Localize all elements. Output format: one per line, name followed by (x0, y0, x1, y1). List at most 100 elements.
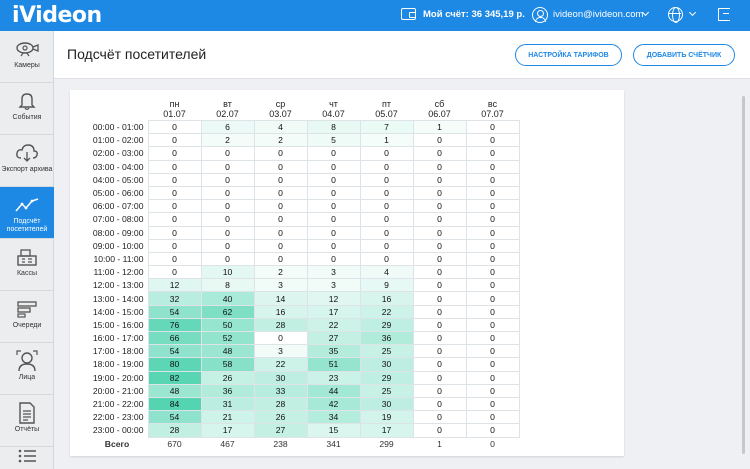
count-cell: 0 (465, 146, 520, 161)
count-cell: 17 (306, 304, 361, 319)
sidebar-item-label: Кассы (16, 270, 37, 277)
bell-icon (14, 91, 40, 111)
count-cell: 80 (147, 357, 202, 372)
count-cell: 0 (253, 185, 308, 201)
hour-range-label: 11:00 - 12:00 (93, 267, 144, 278)
ivideon-logo[interactable]: iVideon (12, 3, 102, 28)
table-row: 08:00 - 09:00 0 0 0 0 0 0 0 (86, 225, 520, 240)
count-cell: 0 (200, 225, 255, 240)
sidebar-item-label: Отчёты (14, 426, 40, 433)
day-header: пн 01.07 (148, 99, 201, 121)
count-cell: 30 (253, 370, 308, 385)
count-cell: 0 (412, 225, 467, 240)
count-cell: 0 (412, 251, 467, 267)
day-header: вс 07.07 (466, 99, 519, 121)
hour-range-label: 15:00 - 16:00 (92, 319, 144, 330)
count-cell: 0 (465, 344, 520, 359)
table-row: 06:00 - 07:00 0 0 0 0 0 0 0 (86, 199, 520, 214)
user-icon[interactable] (532, 7, 548, 23)
count-cell: 0 (306, 212, 361, 227)
hour-range-label: 13:00 - 14:00 (92, 293, 144, 304)
hour-range-label: 00:00 - 01:00 (92, 122, 144, 133)
globe-icon[interactable] (668, 7, 683, 23)
sidebar-item-cameras[interactable]: Камеры (0, 31, 54, 83)
count-cell: 34 (306, 410, 361, 425)
total-cell: 341 (326, 438, 341, 449)
count-cell: 0 (465, 133, 520, 148)
user-email[interactable]: ivideon@ivideon.com (553, 9, 644, 20)
count-cell: 0 (465, 357, 520, 372)
add-counter-button[interactable]: ДОБАВИТЬ СЧЁТЧИК (633, 44, 735, 66)
count-cell: 33 (253, 383, 308, 398)
chevron-down-icon[interactable] (688, 8, 697, 17)
day-header: вт 02.07 (201, 99, 254, 121)
table-row: 04:00 - 05:00 0 0 0 0 0 0 0 (86, 172, 520, 187)
sidebar-item-more[interactable] (0, 443, 54, 469)
sidebar-item-reports[interactable]: Отчёты (0, 395, 54, 447)
day-of-week: вт (223, 99, 232, 109)
count-cell: 0 (465, 119, 520, 135)
count-cell: 0 (412, 185, 467, 201)
count-cell: 0 (147, 251, 202, 267)
wallet-icon[interactable] (401, 8, 416, 20)
table-row: 11:00 - 12:00 0 10 2 3 4 0 0 (86, 265, 520, 280)
count-cell: 26 (200, 370, 255, 385)
count-cell: 0 (465, 185, 520, 201)
day-date: 06.07 (428, 109, 451, 119)
count-cell: 0 (412, 423, 467, 438)
table-row: 16:00 - 17:00 66 52 0 27 36 0 0 (86, 330, 520, 346)
day-date: 05.07 (375, 109, 398, 119)
count-cell: 25 (359, 383, 414, 398)
scrollbar[interactable] (742, 96, 745, 454)
sidebar-item-queues[interactable]: Очереди (0, 291, 54, 343)
table-header-row: пн 01.07 вт 02.07 ср 03.07 чт 04.07 пт 05.07 сб 06.… (86, 99, 519, 121)
count-cell: 62 (200, 304, 255, 319)
day-date: 03.07 (269, 109, 292, 119)
sidebar-item-faces[interactable]: Лица (0, 343, 54, 395)
count-cell: 4 (359, 265, 414, 280)
day-of-week: пн (169, 99, 180, 109)
count-cell: 44 (306, 383, 361, 398)
count-cell: 0 (200, 251, 255, 267)
count-cell: 30 (359, 357, 414, 372)
count-cell: 0 (412, 370, 467, 385)
hour-range-label: 08:00 - 09:00 (92, 227, 144, 238)
hour-range-label: 21:00 - 22:00 (92, 399, 144, 410)
tariff-settings-button[interactable]: НАСТРОЙКА ТАРИФОВ (515, 44, 622, 66)
account-balance[interactable]: Мой счёт: 36 345,19 р. (423, 9, 525, 20)
count-cell: 0 (253, 146, 308, 161)
hour-range-label: 09:00 - 10:00 (92, 240, 144, 251)
count-cell: 0 (147, 185, 202, 201)
count-cell: 58 (200, 357, 255, 372)
sidebar-item-cash-registers[interactable]: Кассы (0, 239, 54, 291)
count-cell: 3 (306, 265, 361, 280)
count-cell: 3 (306, 278, 361, 293)
count-cell: 0 (200, 185, 255, 201)
count-cell: 22 (359, 304, 414, 319)
sidebar-item-label: Лица (18, 374, 36, 381)
count-cell: 2 (253, 133, 308, 148)
count-cell: 0 (412, 278, 467, 293)
sidebar-item-events[interactable]: События (0, 83, 54, 135)
count-cell: 28 (253, 396, 308, 412)
table-row: 19:00 - 20:00 82 26 30 23 29 0 0 (86, 370, 520, 385)
day-header: чт 04.07 (307, 99, 360, 121)
count-cell: 0 (359, 212, 414, 227)
count-cell: 0 (359, 185, 414, 201)
count-cell: 0 (200, 159, 255, 174)
day-of-week: ср (275, 99, 286, 109)
day-date: 04.07 (322, 109, 345, 119)
total-cell: 299 (379, 438, 394, 449)
count-cell: 0 (465, 304, 520, 319)
count-cell: 29 (359, 317, 414, 333)
count-cell: 0 (465, 278, 520, 293)
count-cell: 0 (465, 265, 520, 280)
hour-range-label: 22:00 - 23:00 (92, 412, 144, 423)
table-row: 02:00 - 03:00 0 0 0 0 0 0 0 (86, 146, 520, 161)
sidebar-item-visitor-count[interactable]: Подсчёт посетителей (0, 187, 54, 239)
count-cell: 82 (147, 370, 202, 385)
count-cell: 0 (253, 225, 308, 240)
logout-icon[interactable] (718, 8, 730, 21)
count-cell: 0 (465, 423, 520, 438)
sidebar-item-export-archive[interactable]: Экспорт архива (0, 135, 54, 187)
